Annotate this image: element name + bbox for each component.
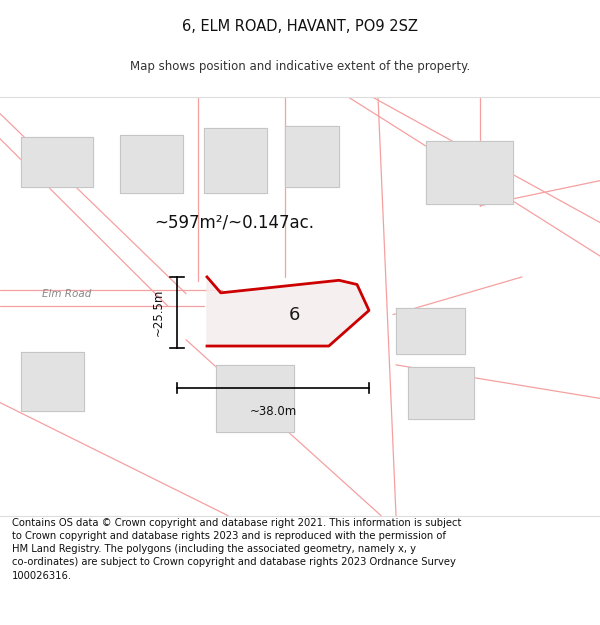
Polygon shape: [21, 137, 93, 187]
Text: ~25.5m: ~25.5m: [151, 289, 164, 336]
Polygon shape: [21, 352, 84, 411]
Text: ~597m²/~0.147ac.: ~597m²/~0.147ac.: [154, 214, 314, 231]
Polygon shape: [408, 367, 474, 419]
Polygon shape: [396, 308, 465, 354]
Text: 6: 6: [289, 306, 299, 324]
Polygon shape: [216, 365, 294, 432]
Polygon shape: [204, 128, 267, 193]
Text: 6, ELM ROAD, HAVANT, PO9 2SZ: 6, ELM ROAD, HAVANT, PO9 2SZ: [182, 19, 418, 34]
Text: ~38.0m: ~38.0m: [250, 404, 296, 418]
Polygon shape: [120, 134, 183, 193]
Polygon shape: [426, 141, 513, 204]
Text: Elm Road: Elm Road: [42, 289, 91, 299]
Text: Map shows position and indicative extent of the property.: Map shows position and indicative extent…: [130, 60, 470, 73]
Text: Contains OS data © Crown copyright and database right 2021. This information is : Contains OS data © Crown copyright and d…: [12, 518, 461, 581]
Polygon shape: [207, 277, 369, 346]
Polygon shape: [285, 126, 339, 187]
